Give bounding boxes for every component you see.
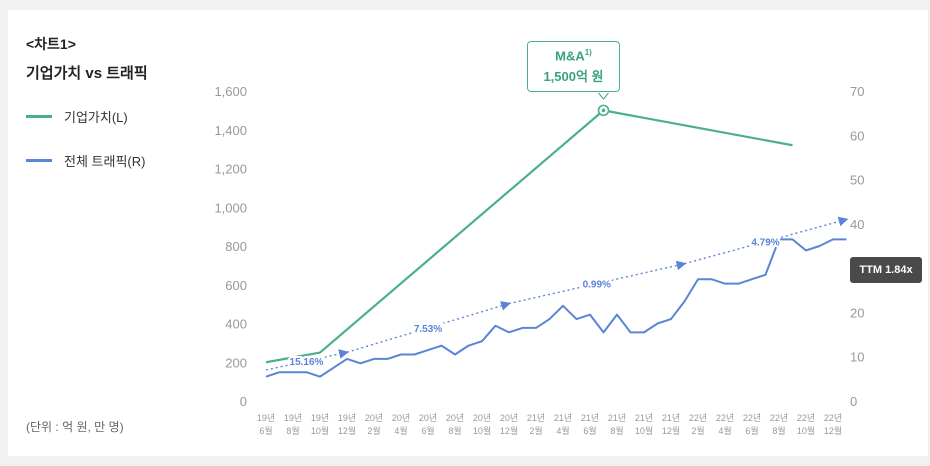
left-axis-tick-label: 1,000	[214, 200, 247, 215]
x-axis-tick-label: 22년 10월	[797, 413, 815, 436]
x-axis-tick-label: 20년 6월	[419, 413, 437, 436]
left-axis-tick-label: 0	[240, 394, 247, 409]
traffic-series-line	[265, 238, 847, 378]
right-axis-tick-label: 40	[850, 217, 864, 232]
ma-callout-label: M&A	[555, 48, 585, 64]
legend-swatch-valuation	[26, 114, 52, 118]
right-axis-tick-label: 20	[850, 305, 864, 320]
right-axis-tick-label: 10	[850, 350, 864, 365]
valuation-series-line	[265, 109, 793, 364]
x-axis-tick-label: 22년 12월	[824, 413, 842, 436]
ma-point-dot	[601, 108, 606, 113]
x-axis-tick-label: 20년 8월	[446, 413, 464, 436]
legend-item-traffic: 전체 트래픽(R)	[26, 150, 145, 170]
legend-item-valuation: 기업가치(L)	[26, 106, 145, 126]
x-axis-tick-label: 19년 10월	[311, 413, 329, 436]
legend-label-traffic: 전체 트래픽(R)	[64, 153, 146, 169]
left-axis-tick-label: 600	[225, 278, 247, 293]
x-axis-tick-label: 21년 12월	[662, 413, 680, 436]
chart-title: 기업가치 vs 트래픽	[26, 65, 148, 82]
x-axis-tick-label: 21년 2월	[527, 413, 545, 436]
trend-label: 0.99%	[583, 280, 611, 291]
legend: 기업가치(L) 전체 트래픽(R)	[26, 106, 145, 194]
ma-callout-footnote: 1)	[584, 48, 592, 57]
trend-arrow	[265, 349, 349, 371]
x-axis-tick-label: 22년 8월	[770, 413, 788, 436]
left-axis-tick-label: 400	[225, 317, 247, 332]
x-axis-tick-label: 20년 4월	[392, 413, 410, 436]
legend-swatch-traffic	[26, 158, 52, 162]
x-axis-tick-label: 19년 8월	[284, 413, 302, 436]
right-axis-tick-label: 60	[850, 128, 864, 143]
right-axis-tick-label: 0	[850, 394, 857, 409]
x-axis-tick-label: 21년 8월	[608, 413, 626, 436]
x-axis-tick-label: 21년 6월	[581, 413, 599, 436]
chart-panel	[8, 10, 928, 456]
x-axis-tick-label: 19년 6월	[257, 413, 275, 436]
x-axis-tick-label: 20년 10월	[473, 413, 491, 436]
x-axis-tick-label: 21년 4월	[554, 413, 572, 436]
left-axis-tick-label: 1,400	[214, 123, 247, 138]
left-axis-tick-label: 1,200	[214, 162, 247, 177]
legend-label-valuation: 기업가치(L)	[64, 109, 128, 125]
x-axis-tick-label: 20년 12월	[500, 413, 518, 436]
left-axis-tick-label: 800	[225, 239, 247, 254]
trend-arrow	[346, 301, 511, 353]
left-axis-tick-label: 200	[225, 355, 247, 370]
trend-label: 4.79%	[751, 238, 779, 249]
right-axis-tick-label: 50	[850, 173, 864, 188]
left-axis-tick-label: 1,600	[214, 84, 247, 99]
chart-number: <차트1>	[26, 36, 76, 52]
trend-label: 7.53%	[414, 324, 442, 335]
x-axis-tick-label: 22년 6월	[743, 413, 761, 436]
ttm-badge: TTM 1.84x	[850, 257, 922, 283]
x-axis-tick-label: 22년 2월	[689, 413, 707, 436]
x-axis-tick-label: 22년 4월	[716, 413, 734, 436]
right-axis-tick-label: 70	[850, 84, 864, 99]
trend-label: 15.16%	[290, 357, 324, 368]
unit-note: (단위 : 억 원, 만 명)	[26, 420, 124, 434]
x-axis-tick-label: 20년 2월	[365, 413, 383, 436]
x-axis-tick-label: 21년 10월	[635, 413, 653, 436]
ma-callout-value: 1,500억 원	[543, 69, 604, 85]
ma-callout-pointer	[598, 92, 609, 100]
ma-callout: M&A1) 1,500억 원	[527, 41, 620, 92]
x-axis-tick-label: 19년 12월	[338, 413, 356, 436]
